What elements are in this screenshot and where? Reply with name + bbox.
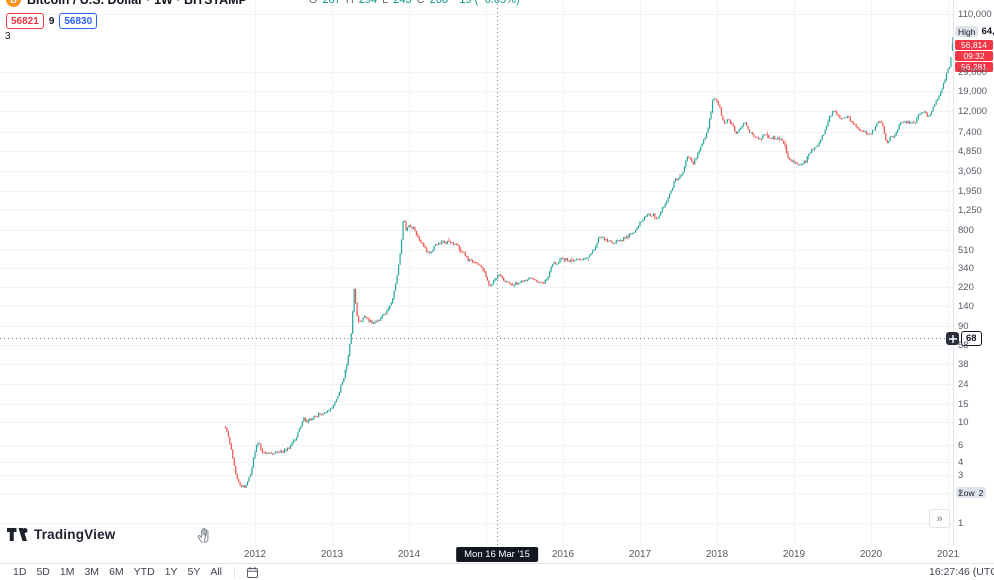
time-tick: 2020 [859, 549, 883, 560]
header-extra-value: 3 [5, 31, 11, 42]
clock-timezone-button[interactable]: 16:27:46 (UTC [929, 566, 994, 578]
price-tick: 2 [958, 487, 964, 499]
range-button-all[interactable]: All [205, 566, 227, 578]
range-button-1y[interactable]: 1Y [160, 566, 183, 578]
all-time-low-label: Low 2 [956, 487, 987, 498]
ohlc-high-label: H [346, 0, 354, 6]
ohlc-low-value: 245 [393, 0, 411, 6]
price-tick: 4 [958, 457, 964, 469]
price-tick: 140 [958, 301, 974, 313]
ohlc-open-value: 287 [322, 0, 340, 6]
range-button-5y[interactable]: 5Y [183, 566, 206, 578]
price-tick: 19,000 [958, 86, 988, 98]
price-tick: 4,850 [958, 145, 982, 157]
price-tick: 7,400 [958, 127, 982, 139]
ohlc-low-label: L [382, 0, 388, 6]
crosshair-price-chip: 68 [946, 331, 982, 346]
price-tick: 12,000 [958, 106, 988, 118]
price-tick: 510 [958, 244, 974, 256]
price-tick: 38 [958, 358, 969, 370]
bottom-toolbar: 1D 5D 1M 3M 6M YTD 1Y 5Y All 16:27:46 (UTC [0, 563, 994, 580]
ohlc-values: O 287 H 294 L 245 C 268 −19 (−6.65%) [309, 0, 520, 6]
time-tick: 2012 [243, 549, 267, 560]
time-tick: 2014 [397, 549, 421, 560]
add-alert-plus-icon[interactable] [946, 332, 959, 345]
bitcoin-icon: B [6, 0, 21, 7]
price-tick: 110,000 [958, 9, 992, 21]
buy-button[interactable]: 56830 [59, 13, 98, 29]
countdown-badge: 09:32 [955, 51, 993, 61]
price-tick: 3 [958, 470, 964, 481]
tradingview-logo-icon [7, 528, 28, 541]
go-to-date-button[interactable] [242, 566, 263, 579]
price-tick: 29,000 [958, 67, 988, 79]
symbol-title[interactable]: Bitcoin / U.S. Dollar · 1W · BITSTAMP [27, 0, 247, 7]
ohlc-open-label: O [309, 0, 318, 6]
price-tick: 10 [958, 417, 969, 429]
last-price-badge: 56,281 [955, 62, 993, 72]
time-tick: 2017 [628, 549, 652, 560]
low-pill-text: Low [959, 487, 975, 498]
price-tick: 800 [958, 224, 974, 236]
low-value: 2 [978, 487, 984, 498]
price-tick: 1,250 [958, 205, 982, 217]
high-value: 64,895 [981, 26, 994, 37]
price-tick: 24 [958, 378, 969, 390]
time-tick: 2021 [936, 549, 960, 560]
time-tick: 2016 [551, 549, 575, 560]
date-range-buttons: 1D 5D 1M 3M 6M YTD 1Y 5Y All [8, 566, 227, 578]
ohlc-close-label: C [417, 0, 425, 6]
spread-value: 9 [48, 15, 55, 27]
crosshair-date-tooltip: Mon 16 Mar '15 [456, 547, 538, 562]
ohlc-high-value: 294 [359, 0, 377, 6]
all-time-high-label: High 64,895 [955, 26, 994, 37]
time-axis[interactable]: 2021202020192018201720162015201420132012… [0, 546, 959, 563]
tradingview-logo[interactable]: TradingView [7, 527, 115, 542]
price-tick: 220 [958, 281, 974, 293]
price-tick: 58 [958, 340, 969, 352]
time-tick: 2018 [705, 549, 729, 560]
range-button-3m[interactable]: 3M [79, 566, 104, 578]
change-value: −19 (−6.65%) [453, 0, 520, 6]
sticker-icon [196, 527, 216, 549]
time-tick: 2013 [320, 549, 344, 560]
crosshair-price-value: 68 [961, 331, 982, 346]
price-tick: 15 [958, 399, 969, 411]
range-button-1d[interactable]: 1D [8, 566, 31, 578]
price-tick: 1,950 [958, 185, 982, 197]
price-tick: 6 [958, 439, 964, 451]
ohlc-close-value: 268 [430, 0, 448, 6]
tradingview-logo-text: TradingView [34, 527, 116, 542]
price-tick: 1 [958, 518, 964, 530]
bid-ask-row: 56821 9 56830 [6, 13, 98, 29]
price-tick: 340 [958, 262, 974, 274]
symbol-header: B Bitcoin / U.S. Dollar · 1W · BITSTAMP … [6, 0, 520, 7]
ask-price-badge: 56,814 [955, 40, 993, 50]
chevrons-right-button[interactable]: » [929, 509, 950, 528]
price-axis[interactable]: High 64,895 56,814 09:32 56,281 68 Low 2… [946, 0, 994, 546]
range-button-6m[interactable]: 6M [104, 566, 129, 578]
candlestick-chart[interactable] [0, 0, 953, 546]
range-button-ytd[interactable]: YTD [129, 566, 160, 578]
price-tick: 90 [958, 320, 969, 332]
toolbar-divider [234, 566, 236, 578]
sell-button[interactable]: 56821 [6, 13, 44, 29]
high-pill: High [955, 26, 979, 37]
time-tick: 2019 [782, 549, 806, 560]
range-button-1m[interactable]: 1M [55, 566, 80, 578]
range-button-5d[interactable]: 5D [31, 566, 54, 578]
price-tick: 3,050 [958, 166, 982, 178]
calendar-icon [247, 566, 259, 578]
